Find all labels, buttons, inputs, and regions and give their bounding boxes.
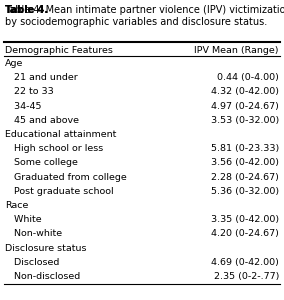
Text: Disclosure status: Disclosure status xyxy=(5,244,87,253)
Text: Disclosed: Disclosed xyxy=(5,258,59,267)
Text: 0.44 (0-4.00): 0.44 (0-4.00) xyxy=(217,73,279,82)
Text: Race: Race xyxy=(5,201,28,210)
Text: 34-45: 34-45 xyxy=(5,102,41,111)
Text: 2.35 (0-2-.77): 2.35 (0-2-.77) xyxy=(214,272,279,281)
Text: High school or less: High school or less xyxy=(5,144,103,153)
Text: 2.28 (0-24.67): 2.28 (0-24.67) xyxy=(211,172,279,182)
Text: Non-disclosed: Non-disclosed xyxy=(5,272,80,281)
Text: White: White xyxy=(5,215,42,224)
Text: Age: Age xyxy=(5,59,23,68)
Text: 5.36 (0-32.00): 5.36 (0-32.00) xyxy=(211,187,279,196)
Text: 3.56 (0-42.00): 3.56 (0-42.00) xyxy=(211,158,279,167)
Text: Table 4.: Table 4. xyxy=(5,5,48,15)
Text: 4.97 (0-24.67): 4.97 (0-24.67) xyxy=(211,102,279,111)
Text: 3.53 (0-32.00): 3.53 (0-32.00) xyxy=(211,116,279,125)
Text: Graduated from college: Graduated from college xyxy=(5,172,127,182)
Text: 45 and above: 45 and above xyxy=(5,116,79,125)
Text: 3.35 (0-42.00): 3.35 (0-42.00) xyxy=(211,215,279,224)
Text: Table 4.: Table 4. xyxy=(5,5,48,15)
Text: IPV Mean (Range): IPV Mean (Range) xyxy=(195,46,279,55)
Text: 4.20 (0-24.67): 4.20 (0-24.67) xyxy=(211,230,279,238)
Text: Demographic Features: Demographic Features xyxy=(5,46,113,55)
Text: Educational attainment: Educational attainment xyxy=(5,130,116,139)
Text: 22 to 33: 22 to 33 xyxy=(5,87,54,96)
Text: 4.32 (0-42.00): 4.32 (0-42.00) xyxy=(211,87,279,96)
Text: Non-white: Non-white xyxy=(5,230,62,238)
Text: Some college: Some college xyxy=(5,158,78,167)
Text: 4.69 (0-42.00): 4.69 (0-42.00) xyxy=(211,258,279,267)
Text: 5.81 (0-23.33): 5.81 (0-23.33) xyxy=(211,144,279,153)
Text: 21 and under: 21 and under xyxy=(5,73,78,82)
Text: Table 4. Mean intimate partner violence (IPV) victimization score
by sociodemogr: Table 4. Mean intimate partner violence … xyxy=(5,5,284,27)
Text: Post graduate school: Post graduate school xyxy=(5,187,114,196)
